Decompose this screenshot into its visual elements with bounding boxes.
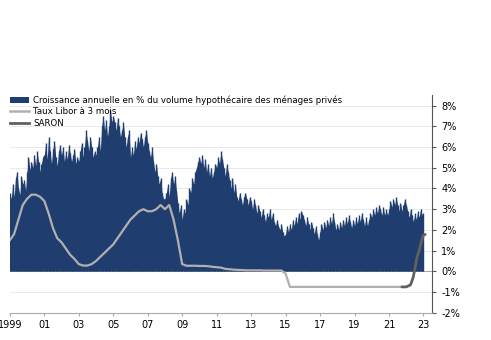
Legend: Croissance annuelle en % du volume hypothécaire des ménages privés, Taux Libor à: Croissance annuelle en % du volume hypot… xyxy=(10,95,342,128)
